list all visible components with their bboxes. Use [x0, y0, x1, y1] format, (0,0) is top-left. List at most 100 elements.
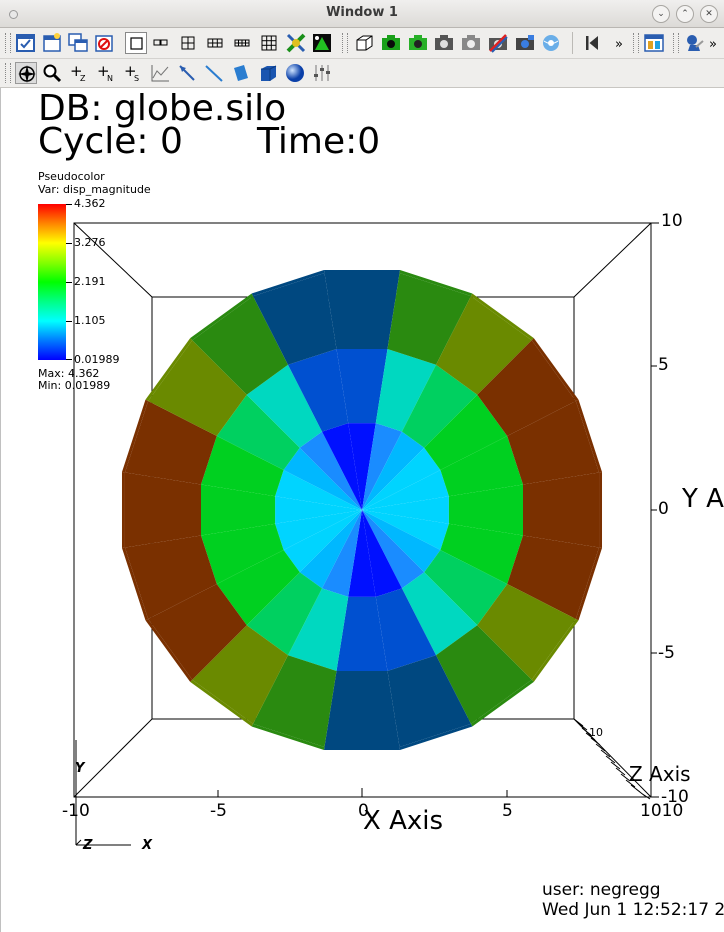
date-label: Wed Jun 1 12:52:17 2 — [542, 900, 724, 920]
svg-text:Z: Z — [80, 74, 86, 83]
navigate-icon[interactable] — [15, 62, 37, 84]
camera-green-icon[interactable] — [380, 32, 402, 54]
prev-icon[interactable] — [581, 32, 603, 54]
box-icon[interactable] — [353, 32, 375, 54]
mesh-zone — [124, 535, 217, 619]
layout-1x2-icon[interactable] — [150, 32, 172, 54]
toolbar-grip-5[interactable] — [5, 63, 11, 83]
mesh-zone — [201, 435, 284, 497]
mesh-zone — [145, 338, 193, 402]
mesh-zone — [362, 423, 402, 510]
sliders-icon[interactable] — [311, 62, 333, 84]
plus-z-icon[interactable]: + Z — [68, 62, 90, 84]
mesh-zone — [575, 399, 603, 473]
legend-tick-label: 3.276 — [74, 236, 106, 249]
toolbar-grip-2[interactable] — [342, 33, 348, 53]
mesh-zone — [387, 272, 471, 365]
y-tick-label: 10 — [661, 211, 683, 231]
tool-icon[interactable] — [683, 32, 705, 54]
invert-icon[interactable] — [311, 32, 333, 54]
toolbar-grip-4[interactable] — [673, 33, 679, 53]
camera-crossed-icon[interactable] — [487, 32, 509, 54]
mesh-zone — [190, 679, 254, 727]
cube-icon[interactable] — [257, 62, 279, 84]
mesh-zone — [522, 472, 600, 548]
window-title: Window 1 — [326, 5, 398, 20]
check-icon[interactable] — [15, 32, 37, 54]
mesh-zone — [470, 293, 534, 341]
zoom-icon[interactable] — [41, 62, 63, 84]
mesh-zone — [477, 340, 576, 436]
window-menu-icon[interactable] — [9, 10, 18, 19]
x-tick-label: -5 — [210, 801, 227, 821]
plus-s-icon[interactable]: + S — [122, 62, 144, 84]
delete-window-icon[interactable] — [93, 32, 115, 54]
legend-color-bar — [38, 204, 66, 360]
mesh-zone — [283, 447, 362, 510]
y-tick-label: 5 — [658, 355, 669, 375]
mesh-zone — [148, 340, 247, 436]
mesh-zone — [253, 655, 337, 748]
camera-blue-icon[interactable] — [514, 32, 536, 54]
z-axis-title: Z Axis — [629, 762, 691, 786]
plus-n-icon[interactable]: + N — [95, 62, 117, 84]
mesh-zone — [324, 272, 400, 350]
mesh-zone — [322, 510, 362, 597]
mesh-zone — [477, 584, 576, 680]
user-label: user: negregg — [542, 880, 661, 900]
layout-2x2-icon[interactable] — [177, 32, 199, 54]
new-window-icon[interactable] — [41, 32, 63, 54]
layout-1x1-icon[interactable] — [125, 32, 147, 54]
mesh-zone — [190, 293, 254, 341]
camera-green2-icon[interactable] — [407, 32, 429, 54]
more2-icon[interactable]: » — [706, 32, 724, 54]
clone-window-icon[interactable] — [67, 32, 89, 54]
lock-icon[interactable] — [285, 32, 307, 54]
globe-mesh — [121, 269, 603, 751]
cycle-label: Cycle: 0 — [38, 121, 183, 162]
mesh-zone — [251, 723, 325, 751]
mesh-zone — [201, 523, 284, 585]
close-button[interactable]: ✕ — [700, 5, 718, 23]
more-icon[interactable]: » — [609, 32, 631, 54]
minimize-button[interactable]: ⌄ — [652, 5, 670, 23]
sphere-icon[interactable] — [284, 62, 306, 84]
toolbar-grip-3[interactable] — [633, 33, 639, 53]
curve-icon[interactable] — [149, 62, 171, 84]
mesh-zone — [448, 484, 523, 536]
camera-icon[interactable] — [433, 32, 455, 54]
mesh-zone — [362, 510, 425, 589]
camera-gray-icon[interactable] — [460, 32, 482, 54]
layout-3x3-icon[interactable] — [258, 32, 280, 54]
svg-text:S: S — [134, 74, 139, 83]
window-toolbar: » » — [0, 28, 724, 59]
mesh-zone — [275, 470, 362, 510]
mesh-zone — [336, 349, 388, 424]
mesh-zone — [216, 394, 300, 471]
mesh-zone — [424, 549, 508, 626]
mesh-zone — [440, 523, 523, 585]
panel-icon[interactable] — [643, 32, 665, 54]
mesh-zone — [192, 296, 288, 395]
globe-camera-icon[interactable] — [540, 32, 562, 54]
pick-icon[interactable] — [176, 62, 198, 84]
mesh-zone — [275, 510, 362, 550]
y-tick-label: 0 — [658, 499, 669, 519]
render-viewport[interactable]: DB: globe.silo Cycle: 0 Time:0 Pseudocol… — [0, 88, 724, 932]
toolbar-separator — [572, 32, 573, 54]
mesh-zone — [121, 547, 149, 621]
book-icon[interactable] — [230, 62, 252, 84]
layout-2x3-icon[interactable] — [204, 32, 226, 54]
toolbar-grip[interactable] — [5, 33, 11, 53]
mesh-zone — [322, 423, 362, 510]
layout-2x4-icon[interactable] — [231, 32, 253, 54]
window-titlebar[interactable]: Window 1 ⌄ ⌃ ✕ — [0, 0, 724, 28]
line-icon[interactable] — [203, 62, 225, 84]
mesh-zone — [362, 447, 441, 510]
mesh-zone — [348, 510, 376, 597]
y-tick-label: -10 — [661, 787, 689, 807]
mesh-zone — [348, 423, 376, 510]
mesh-zone — [287, 349, 349, 432]
maximize-button[interactable]: ⌃ — [676, 5, 694, 23]
mesh-zone — [399, 269, 473, 297]
